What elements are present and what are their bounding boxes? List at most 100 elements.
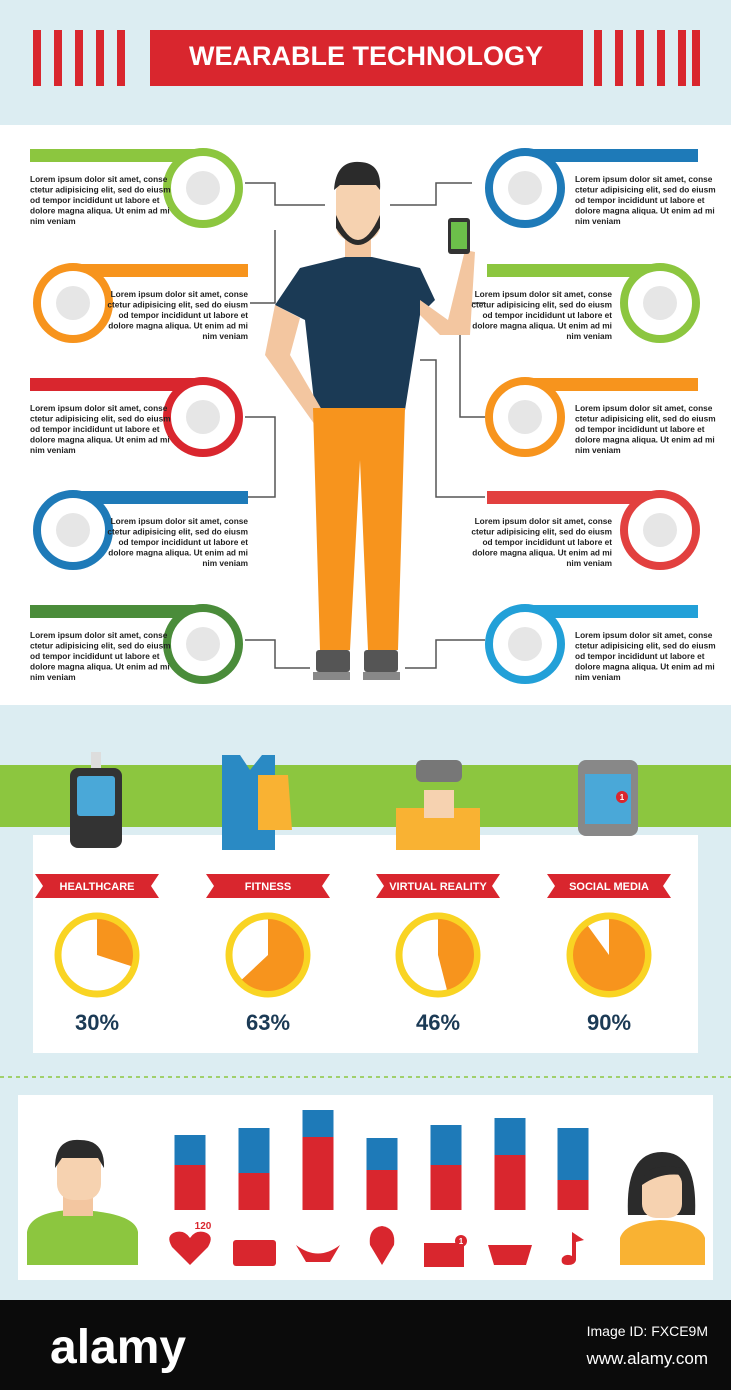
item-text: nim veniam — [202, 331, 248, 341]
item-bar — [30, 605, 203, 618]
item-text: Lorem ipsum dolor sit amet, conse — [475, 516, 613, 526]
item-text: dolore magna aliqua. Ut enim ad mi — [108, 321, 248, 331]
bar-segment — [238, 1128, 270, 1173]
item-icon — [643, 286, 677, 320]
item-icon — [508, 171, 542, 205]
item-text: ctetur adipisicing elit, sed do eiusm — [575, 414, 716, 424]
category-label: VIRTUAL REALITY — [389, 881, 487, 893]
item-text: Lorem ipsum dolor sit amet, conse — [475, 289, 613, 299]
item-text: nim veniam — [575, 672, 621, 682]
ribbon — [206, 874, 330, 898]
item-text: nim veniam — [566, 331, 612, 341]
brand: alamy — [50, 1321, 186, 1374]
item-text: od tempor incididunt ut labore et — [575, 195, 705, 205]
item-text: ctetur adipisicing elit, sed do eiusm — [30, 641, 171, 651]
item-text: dolore magna aliqua. Ut enim ad mi — [575, 206, 715, 216]
item-text: ctetur adipisicing elit, sed do eiusm — [575, 641, 716, 651]
ribbon — [376, 874, 500, 898]
bar-segment — [430, 1165, 462, 1210]
percent-label: 90% — [587, 1010, 631, 1035]
category-label: SOCIAL MEDIA — [569, 881, 649, 893]
item-text: Lorem ipsum dolor sit amet, conse — [111, 516, 249, 526]
item-text: od tempor incididunt ut labore et — [30, 424, 160, 434]
item-bar — [525, 149, 698, 162]
bar-segment — [366, 1170, 398, 1210]
item-text: Lorem ipsum dolor sit amet, conse — [30, 174, 168, 184]
bar-segment — [302, 1110, 334, 1137]
item-bar — [73, 264, 248, 277]
percent-label: 46% — [416, 1010, 460, 1035]
title: WEARABLE TECHNOLOGY — [189, 41, 543, 71]
bar-segment — [494, 1155, 526, 1210]
item-bar — [487, 491, 660, 504]
pie-wedge — [438, 919, 475, 990]
pie-wedge — [572, 919, 645, 992]
url: www.alamy.com — [585, 1349, 708, 1368]
item-text: Lorem ipsum dolor sit amet, conse — [30, 630, 168, 640]
ribbon — [547, 874, 671, 898]
category-icons — [70, 752, 638, 850]
percent-label: 30% — [75, 1010, 119, 1035]
man-figure — [265, 161, 475, 680]
header-stripes — [33, 30, 700, 86]
item-bar — [30, 378, 203, 391]
item-text: od tempor incididunt ut labore et — [575, 424, 705, 434]
item-text: dolore magna aliqua. Ut enim ad mi — [30, 662, 170, 672]
item-text: dolore magna aliqua. Ut enim ad mi — [30, 435, 170, 445]
item-text: ctetur adipisicing elit, sed do eiusm — [107, 300, 248, 310]
item-text: od tempor incididunt ut labore et — [30, 651, 160, 661]
item-text: ctetur adipisicing elit, sed do eiusm — [471, 300, 612, 310]
item-text: ctetur adipisicing elit, sed do eiusm — [471, 527, 612, 537]
item-text: dolore magna aliqua. Ut enim ad mi — [108, 548, 248, 558]
item-bar — [73, 491, 248, 504]
item-text: Lorem ipsum dolor sit amet, conse — [575, 403, 713, 413]
item-text: nim veniam — [30, 445, 76, 455]
item-text: nim veniam — [575, 445, 621, 455]
category-label: HEALTHCARE — [60, 881, 135, 893]
item-icon — [56, 286, 90, 320]
item-text: nim veniam — [30, 672, 76, 682]
footer — [0, 1300, 731, 1390]
bar-segment — [494, 1118, 526, 1155]
item-text: od tempor incididunt ut labore et — [30, 195, 160, 205]
item-text: dolore magna aliqua. Ut enim ad mi — [30, 206, 170, 216]
bar-segment — [302, 1137, 334, 1210]
activity-bars — [174, 1110, 589, 1210]
bar-segment — [557, 1180, 589, 1210]
item-icon — [643, 513, 677, 547]
item-icon — [508, 627, 542, 661]
item-text: dolore magna aliqua. Ut enim ad mi — [575, 662, 715, 672]
category-label: FITNESS — [245, 881, 291, 893]
heart-rate: 120 — [195, 1221, 212, 1232]
item-text: Lorem ipsum dolor sit amet, conse — [575, 174, 713, 184]
pie-wedge — [97, 919, 134, 967]
bar-segment — [557, 1128, 589, 1180]
item-text: nim veniam — [566, 558, 612, 568]
item-bar — [30, 149, 203, 162]
item-text: dolore magna aliqua. Ut enim ad mi — [472, 321, 612, 331]
avatars — [27, 1139, 705, 1265]
image-id: Image ID: FXCE9M — [587, 1323, 708, 1339]
bar-segment — [174, 1135, 206, 1165]
item-text: Lorem ipsum dolor sit amet, conse — [575, 630, 713, 640]
bar-segment — [366, 1138, 398, 1170]
item-text: ctetur adipisicing elit, sed do eiusm — [30, 414, 171, 424]
message-badge: 1 — [459, 1237, 464, 1246]
item-text: dolore magna aliqua. Ut enim ad mi — [472, 548, 612, 558]
usage-charts: HEALTHCARE 30% FITNESS 63% VIRTUAL REALITY 46… — [35, 874, 671, 1035]
item-text: nim veniam — [575, 216, 621, 226]
item-icon — [56, 513, 90, 547]
item-icon — [186, 400, 220, 434]
item-bar — [525, 378, 698, 391]
item-text: Lorem ipsum dolor sit amet, conse — [111, 289, 249, 299]
item-icon — [508, 400, 542, 434]
bar-segment — [430, 1125, 462, 1165]
item-text: od tempor incididunt ut labore et — [482, 310, 612, 320]
device-items: Lorem ipsum dolor sit amet, consectetur … — [30, 148, 716, 684]
bar-segment — [238, 1173, 270, 1210]
item-text: od tempor incididunt ut labore et — [118, 537, 248, 547]
item-icon — [186, 627, 220, 661]
item-text: od tempor incididunt ut labore et — [575, 651, 705, 661]
notification-badge: 1 — [620, 793, 625, 802]
